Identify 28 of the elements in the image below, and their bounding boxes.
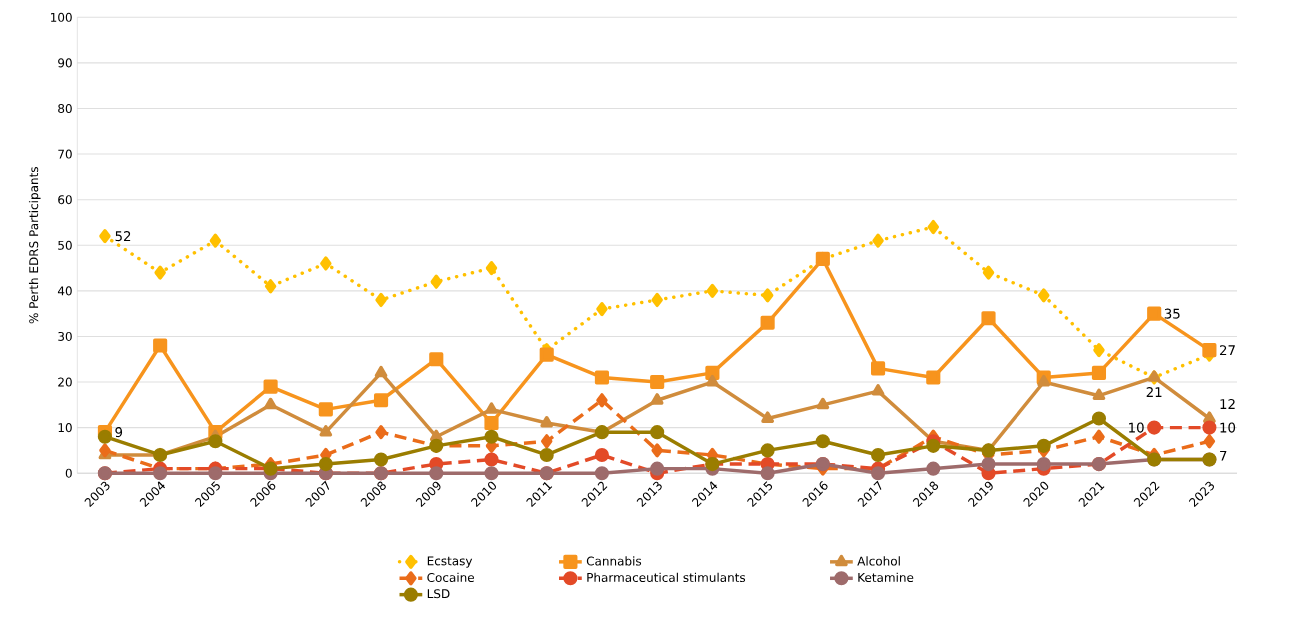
data-label: 27 — [1219, 345, 1235, 355]
legend-label: Ketamine — [858, 572, 914, 582]
y-axis-title: % Perth EDRS Participants — [28, 166, 41, 324]
y-tick-label: 30 — [58, 331, 72, 341]
data-label: 52 — [115, 231, 131, 242]
y-tick-label: 80 — [58, 103, 72, 113]
legend-label: LSD — [427, 589, 450, 599]
y-tick-label: 0 — [65, 468, 72, 478]
y-tick-label: 40 — [57, 286, 72, 296]
data-label: 9 — [115, 427, 123, 438]
data-label: 7 — [1220, 450, 1227, 461]
data-label: 10 — [1220, 422, 1236, 433]
data-label: 10 — [1129, 422, 1144, 433]
y-tick-label: 100 — [51, 12, 72, 22]
y-tick-label: 20 — [58, 377, 72, 387]
legend-label: Cocaine — [427, 572, 475, 582]
data-label: 35 — [1164, 308, 1180, 319]
legend-label: Ecstasy — [427, 556, 473, 568]
y-tick-label: 60 — [58, 195, 72, 205]
data-label: 12 — [1220, 398, 1235, 409]
legend-label: Cannabis — [586, 556, 642, 566]
y-tick-label: 90 — [58, 58, 72, 68]
legend-label: Alcohol — [857, 556, 900, 566]
y-tick-label: 70 — [58, 149, 72, 159]
legend-label: Pharmaceutical stimulants — [587, 572, 746, 582]
y-tick-label: 50 — [58, 240, 72, 250]
data-label: 21 — [1146, 386, 1162, 397]
y-tick-label: 10 — [58, 422, 72, 433]
